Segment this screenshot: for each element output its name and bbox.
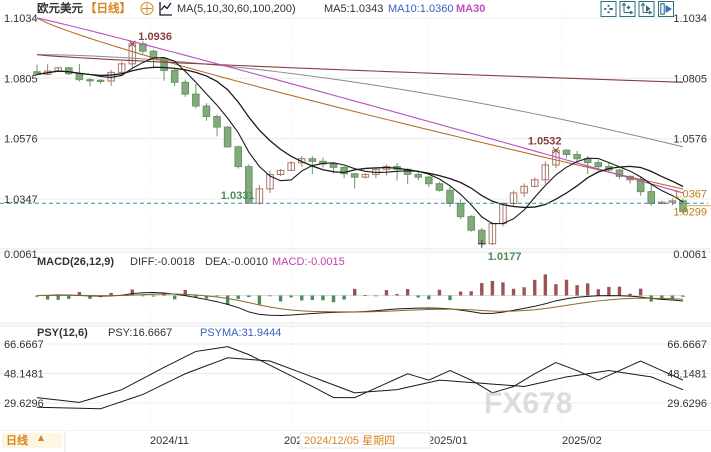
svg-text:1.0347: 1.0347	[4, 194, 38, 206]
svg-text:2024/12/05 星期四: 2024/12/05 星期四	[304, 434, 395, 447]
svg-text:欧元美元: 欧元美元	[37, 1, 83, 15]
svg-text:MA(5,10,30,60,100,200): MA(5,10,30,60,100,200)	[177, 3, 296, 15]
svg-text:1.0331: 1.0331	[221, 190, 255, 202]
svg-text:MA5:1.0343: MA5:1.0343	[324, 3, 383, 15]
svg-text:48.1481: 48.1481	[4, 369, 44, 381]
svg-text:MACD:-0.0015: MACD:-0.0015	[272, 256, 345, 268]
svg-text:MA10:1.0360: MA10:1.0360	[388, 3, 453, 15]
svg-text:2025/01: 2025/01	[428, 435, 468, 447]
svg-text:66.6667: 66.6667	[667, 339, 707, 351]
svg-text:MA30: MA30	[456, 3, 485, 15]
svg-text:PSY(12,6): PSY(12,6)	[37, 327, 88, 339]
svg-text:1.0576: 1.0576	[673, 134, 707, 146]
svg-text:1.0367: 1.0367	[673, 189, 707, 201]
svg-text:48.1481: 48.1481	[667, 369, 707, 381]
svg-text:2024/11: 2024/11	[150, 435, 189, 447]
svg-text:1.1034: 1.1034	[4, 13, 38, 25]
svg-text:29.6296: 29.6296	[667, 398, 707, 410]
svg-text:66.6667: 66.6667	[4, 339, 44, 351]
svg-text:2025/02: 2025/02	[562, 435, 602, 447]
svg-text:DEA:-0.0010: DEA:-0.0010	[205, 256, 268, 268]
svg-text:1.1034: 1.1034	[673, 13, 707, 25]
svg-text:PSYMA:31.9444: PSYMA:31.9444	[200, 327, 281, 339]
svg-text:0.0061: 0.0061	[4, 249, 38, 261]
svg-text:29.6296: 29.6296	[4, 398, 44, 410]
svg-text:0.0061: 0.0061	[673, 249, 707, 261]
svg-text:MACD(26,12,9): MACD(26,12,9)	[37, 256, 114, 268]
svg-text:1.0805: 1.0805	[673, 73, 707, 85]
svg-text:1.0936: 1.0936	[138, 31, 172, 43]
svg-text:1.0576: 1.0576	[4, 134, 38, 146]
svg-text:【日线】: 【日线】	[85, 1, 131, 15]
svg-text:DIFF:-0.0018: DIFF:-0.0018	[130, 256, 195, 268]
svg-text:1.0532: 1.0532	[528, 135, 562, 147]
svg-text:1.0177: 1.0177	[488, 251, 522, 263]
svg-text:1.0805: 1.0805	[4, 73, 38, 85]
svg-text:FX678: FX678	[484, 387, 572, 420]
svg-text:PSY:16.6667: PSY:16.6667	[108, 327, 172, 339]
svg-text:日线: 日线	[6, 433, 28, 447]
svg-text:1.0299: 1.0299	[673, 207, 707, 219]
